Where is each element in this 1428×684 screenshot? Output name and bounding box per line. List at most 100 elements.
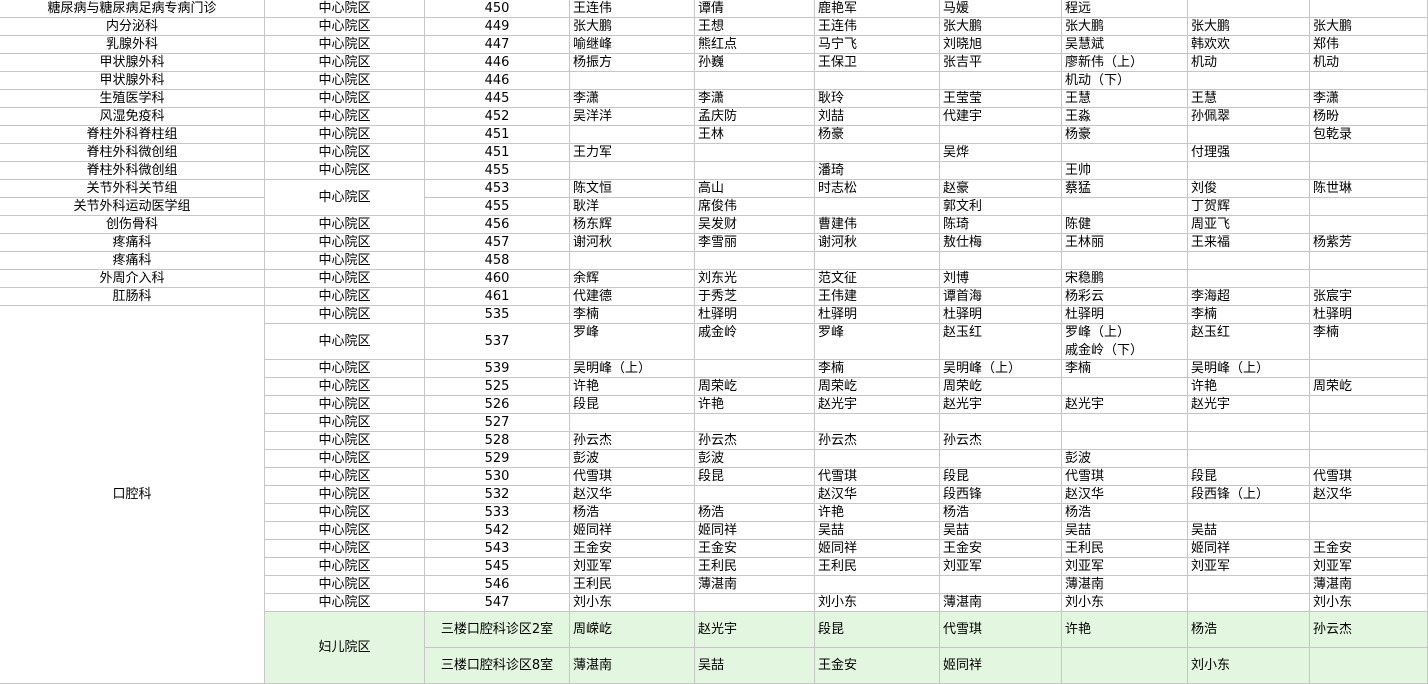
doctor-cell: 丁贺辉 (1188, 198, 1310, 216)
campus-cell: 中心院区 (265, 486, 425, 504)
doctor-cell (940, 576, 1062, 594)
doctor-cell: 宋稳鹏 (1062, 270, 1188, 288)
campus-cell: 中心院区 (265, 0, 425, 18)
doctor-cell: 刘东光 (695, 270, 815, 288)
doctor-cell: 薄湛南 (570, 648, 695, 684)
doctor-cell: 余辉 (570, 270, 695, 288)
room-cell: 532 (425, 486, 570, 504)
doctor-cell: 赵汉华 (570, 486, 695, 504)
doctor-cell (1062, 414, 1188, 432)
doctor-cell (1062, 144, 1188, 162)
doctor-cell: 席俊伟 (695, 198, 815, 216)
room-cell: 三楼口腔科诊区8室 (425, 648, 570, 684)
department-cell: 生殖医学科 (0, 90, 265, 108)
doctor-cell: 孙云杰 (1310, 612, 1428, 648)
department-cell: 关节外科运动医学组 (0, 198, 265, 216)
doctor-cell: 范文征 (815, 270, 940, 288)
doctor-cell (1310, 252, 1428, 270)
department-cell: 外周介入科 (0, 270, 265, 288)
doctor-cell: 杜驿明 (1310, 306, 1428, 324)
doctor-cell: 马媛 (940, 0, 1062, 18)
room-cell: 461 (425, 288, 570, 306)
doctor-cell (695, 144, 815, 162)
doctor-cell: 王金安 (1310, 540, 1428, 558)
doctor-cell (815, 450, 940, 468)
doctor-cell: 罗峰 (815, 324, 940, 360)
doctor-cell: 刘亚军 (1310, 558, 1428, 576)
doctor-cell: 刘亚军 (570, 558, 695, 576)
campus-cell: 中心院区 (265, 594, 425, 612)
doctor-cell: 杨浩 (1188, 612, 1310, 648)
department-cell: 创伤骨科 (0, 216, 265, 234)
doctor-cell (815, 144, 940, 162)
doctor-cell: 段昆 (570, 396, 695, 414)
room-cell: 535 (425, 306, 570, 324)
doctor-cell (1310, 360, 1428, 378)
doctor-cell (815, 414, 940, 432)
doctor-cell (940, 450, 1062, 468)
room-cell: 453 (425, 180, 570, 198)
doctor-cell (1188, 270, 1310, 288)
doctor-cell: 谭倩 (695, 0, 815, 18)
doctor-cell: 付理强 (1188, 144, 1310, 162)
doctor-cell: 王莹莹 (940, 90, 1062, 108)
doctor-cell (1310, 450, 1428, 468)
doctor-cell (1310, 396, 1428, 414)
doctor-cell: 代雪琪 (570, 468, 695, 486)
campus-cell: 中心院区 (265, 180, 425, 216)
doctor-cell (1310, 198, 1428, 216)
doctor-cell: 马宁飞 (815, 36, 940, 54)
doctor-cell: 段西锋（上） (1188, 486, 1310, 504)
doctor-cell: 刘小东 (1310, 594, 1428, 612)
doctor-cell: 许艳 (695, 396, 815, 414)
doctor-cell: 薄湛南 (695, 576, 815, 594)
doctor-cell: 罗峰（上） 戚金岭（下） (1062, 324, 1188, 360)
room-cell: 455 (425, 162, 570, 180)
doctor-cell: 赵光宇 (815, 396, 940, 414)
doctor-cell: 段西锋 (940, 486, 1062, 504)
campus-cell: 中心院区 (265, 270, 425, 288)
doctor-cell: 刘小东 (570, 594, 695, 612)
doctor-cell (1188, 450, 1310, 468)
doctor-cell: 姬同祥 (570, 522, 695, 540)
doctor-cell: 周荣屹 (815, 378, 940, 396)
room-cell: 457 (425, 234, 570, 252)
doctor-cell (1188, 126, 1310, 144)
room-cell: 546 (425, 576, 570, 594)
doctor-cell: 吴喆 (815, 522, 940, 540)
doctor-cell: 高山 (695, 180, 815, 198)
doctor-cell: 周亚飞 (1188, 216, 1310, 234)
doctor-cell: 王保卫 (815, 54, 940, 72)
room-cell: 545 (425, 558, 570, 576)
doctor-cell: 刘亚军 (940, 558, 1062, 576)
doctor-cell: 赵玉红 (940, 324, 1062, 360)
doctor-cell (1310, 648, 1428, 684)
doctor-cell (695, 252, 815, 270)
doctor-cell (1310, 144, 1428, 162)
doctor-cell (940, 72, 1062, 90)
doctor-cell (815, 72, 940, 90)
doctor-cell: 陈琦 (940, 216, 1062, 234)
doctor-cell: 王慧 (1062, 90, 1188, 108)
doctor-cell: 潘琦 (815, 162, 940, 180)
room-cell: 528 (425, 432, 570, 450)
doctor-cell: 张大鹏 (570, 18, 695, 36)
campus-cell: 中心院区 (265, 504, 425, 522)
doctor-cell: 机动 (1188, 54, 1310, 72)
doctor-cell: 赵汉华 (815, 486, 940, 504)
doctor-cell: 孟庆防 (695, 108, 815, 126)
doctor-cell: 李楠 (1062, 360, 1188, 378)
doctor-cell: 王利民 (1062, 540, 1188, 558)
doctor-cell: 王利民 (695, 558, 815, 576)
doctor-cell: 孙云杰 (815, 432, 940, 450)
doctor-cell (695, 486, 815, 504)
doctor-cell: 许艳 (815, 504, 940, 522)
doctor-cell: 薄湛南 (940, 594, 1062, 612)
doctor-cell: 赵光宇 (940, 396, 1062, 414)
doctor-cell (1188, 252, 1310, 270)
doctor-cell: 代建德 (570, 288, 695, 306)
doctor-cell: 李楠 (1310, 324, 1428, 360)
campus-cell: 中心院区 (265, 396, 425, 414)
doctor-cell: 杨紫芳 (1310, 234, 1428, 252)
doctor-cell: 李楠 (815, 360, 940, 378)
